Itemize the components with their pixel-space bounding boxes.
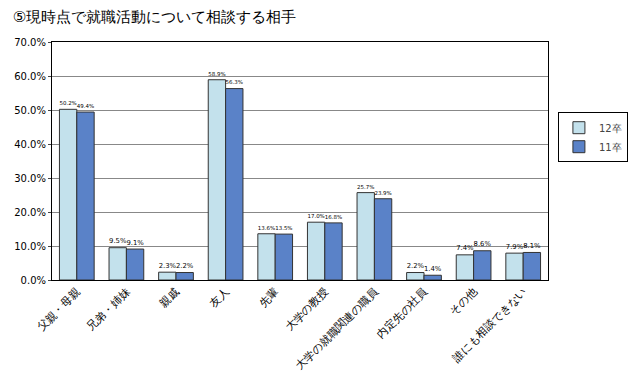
svg-text:49.4%: 49.4% bbox=[77, 103, 94, 109]
svg-text:⑤現時点で就職活動について相談する相手: ⑤現時点で就職活動について相談する相手 bbox=[13, 8, 296, 26]
svg-text:50.2%: 50.2% bbox=[59, 100, 76, 106]
svg-text:2.3%: 2.3% bbox=[159, 262, 177, 270]
svg-text:10.0%: 10.0% bbox=[14, 241, 46, 252]
svg-text:友人: 友人 bbox=[207, 286, 232, 311]
svg-text:40.0%: 40.0% bbox=[14, 139, 46, 150]
svg-text:11卒: 11卒 bbox=[599, 142, 622, 153]
svg-text:その他: その他 bbox=[447, 286, 480, 319]
svg-text:親戚: 親戚 bbox=[157, 286, 182, 311]
svg-text:大学の教授: 大学の教授 bbox=[283, 286, 331, 334]
svg-text:30.0%: 30.0% bbox=[14, 173, 46, 184]
svg-text:内定先の社員: 内定先の社員 bbox=[374, 286, 430, 342]
svg-text:56.3%: 56.3% bbox=[226, 79, 243, 85]
svg-text:先輩: 先輩 bbox=[256, 286, 281, 311]
svg-text:50.0%: 50.0% bbox=[14, 105, 46, 116]
svg-text:70.0%: 70.0% bbox=[14, 37, 46, 48]
svg-text:60.0%: 60.0% bbox=[14, 71, 46, 82]
svg-text:9.1%: 9.1% bbox=[126, 239, 144, 247]
svg-text:8.6%: 8.6% bbox=[474, 240, 492, 248]
svg-text:0.0%: 0.0% bbox=[21, 275, 46, 286]
svg-text:誰にも相談できない: 誰にも相談できない bbox=[450, 286, 529, 365]
svg-text:9.5%: 9.5% bbox=[109, 237, 127, 245]
svg-text:大学の就職関連の職員: 大学の就職関連の職員 bbox=[293, 286, 380, 373]
svg-text:1.4%: 1.4% bbox=[424, 265, 442, 273]
svg-text:13.5%: 13.5% bbox=[275, 225, 292, 231]
svg-text:父親・母親: 父親・母親 bbox=[35, 286, 83, 334]
svg-text:23.9%: 23.9% bbox=[374, 190, 391, 196]
svg-text:7.9%: 7.9% bbox=[506, 243, 524, 251]
svg-text:2.2%: 2.2% bbox=[176, 262, 194, 270]
svg-text:8.1%: 8.1% bbox=[523, 242, 541, 250]
svg-text:兄弟・姉妹: 兄弟・姉妹 bbox=[84, 286, 132, 334]
svg-text:20.0%: 20.0% bbox=[14, 207, 46, 218]
svg-text:16.8%: 16.8% bbox=[325, 214, 342, 220]
svg-text:58.9%: 58.9% bbox=[208, 71, 225, 77]
svg-text:17.0%: 17.0% bbox=[307, 213, 324, 219]
svg-text:2.2%: 2.2% bbox=[407, 262, 425, 270]
svg-text:7.4%: 7.4% bbox=[456, 244, 474, 252]
svg-text:13.6%: 13.6% bbox=[258, 225, 275, 231]
svg-text:25.7%: 25.7% bbox=[357, 184, 374, 190]
svg-text:12卒: 12卒 bbox=[599, 123, 622, 134]
